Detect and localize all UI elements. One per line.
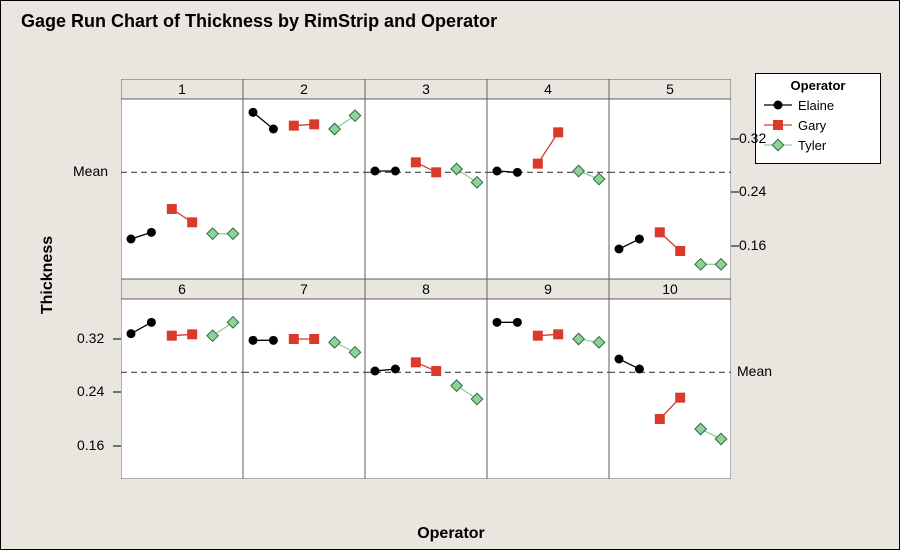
legend-item: Elaine bbox=[762, 95, 874, 115]
svg-text:8: 8 bbox=[422, 281, 430, 297]
ytick-label: 0.24 bbox=[77, 383, 104, 399]
panel-10 bbox=[609, 299, 731, 479]
panel-header: 1 bbox=[121, 79, 243, 99]
svg-text:2: 2 bbox=[300, 81, 308, 97]
ytick-label: 0.32 bbox=[77, 330, 104, 346]
svg-text:10: 10 bbox=[662, 281, 678, 297]
legend-item: Gary bbox=[762, 115, 874, 135]
panel-7 bbox=[243, 299, 365, 479]
legend-title: Operator bbox=[762, 78, 874, 93]
ytick-label: 0.16 bbox=[77, 437, 104, 453]
panel-header: 10 bbox=[609, 279, 731, 299]
panel-header: 6 bbox=[121, 279, 243, 299]
svg-text:4: 4 bbox=[544, 81, 552, 97]
svg-text:6: 6 bbox=[178, 281, 186, 297]
svg-text:3: 3 bbox=[422, 81, 430, 97]
svg-text:7: 7 bbox=[300, 281, 308, 297]
svg-text:9: 9 bbox=[544, 281, 552, 297]
legend-label: Elaine bbox=[798, 98, 834, 113]
legend-label: Gary bbox=[798, 118, 826, 133]
mean-label: Mean bbox=[73, 163, 108, 179]
panel-header: 4 bbox=[487, 79, 609, 99]
chart-container: Gage Run Chart of Thickness by RimStrip … bbox=[0, 0, 900, 550]
panel-1 bbox=[121, 99, 243, 279]
panel-8 bbox=[365, 299, 487, 479]
svg-text:1: 1 bbox=[178, 81, 186, 97]
x-axis-title: Operator bbox=[1, 525, 900, 543]
panel-6 bbox=[121, 299, 243, 479]
ytick-label: 0.32 bbox=[739, 130, 766, 146]
legend: Operator Elaine Gary Tyler bbox=[755, 73, 881, 164]
ytick-label: 0.16 bbox=[739, 237, 766, 253]
panel-header: 9 bbox=[487, 279, 609, 299]
panel-header: 8 bbox=[365, 279, 487, 299]
svg-text:5: 5 bbox=[666, 81, 674, 97]
panel-header: 7 bbox=[243, 279, 365, 299]
legend-label: Tyler bbox=[798, 138, 826, 153]
panel-3 bbox=[365, 99, 487, 279]
panel-2 bbox=[243, 99, 365, 279]
mean-label: Mean bbox=[737, 363, 772, 379]
panel-header: 3 bbox=[365, 79, 487, 99]
panel-9 bbox=[487, 299, 609, 479]
panel-4 bbox=[487, 99, 609, 279]
legend-item: Tyler bbox=[762, 135, 874, 155]
panel-header: 5 bbox=[609, 79, 731, 99]
panel-5 bbox=[609, 99, 731, 279]
ytick-label: 0.24 bbox=[739, 183, 766, 199]
y-axis-title: Thickness bbox=[39, 236, 57, 314]
panel-header: 2 bbox=[243, 79, 365, 99]
chart-title: Gage Run Chart of Thickness by RimStrip … bbox=[21, 11, 497, 32]
